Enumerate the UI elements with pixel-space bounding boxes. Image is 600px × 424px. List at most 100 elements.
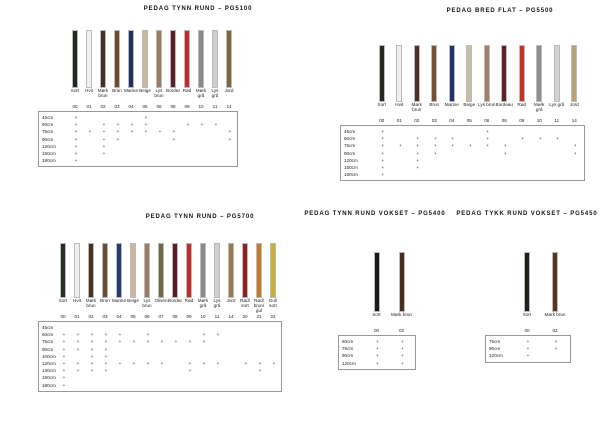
color-codes: 00 01 02 03 04 05 06 08 09 10 11 14 [38, 104, 238, 109]
availability-mark: + [76, 332, 80, 338]
swatch [553, 45, 560, 102]
empty-cell [225, 353, 239, 360]
availability-mark: + [433, 136, 437, 142]
color-code: 09 [186, 314, 192, 319]
empty-cell [532, 157, 550, 164]
empty-cell [239, 346, 253, 353]
color-codes: 00 01 02 03 04 05 06 08 09 10 11 14 [340, 118, 585, 123]
swatch [102, 243, 108, 298]
empty-cell [253, 382, 267, 389]
empty-cell [225, 324, 239, 331]
empty-cell [127, 331, 141, 338]
empty-cell [139, 150, 153, 157]
empty-cell [209, 157, 223, 164]
empty-cell [392, 157, 410, 164]
empty-cell [181, 150, 195, 157]
empty-cell [497, 171, 515, 178]
empty-cell [169, 324, 183, 331]
color-code: 04 [128, 104, 134, 109]
swatch-row [340, 45, 585, 102]
swatch-cell [82, 30, 96, 88]
empty-cell [253, 353, 267, 360]
empty-cell [239, 382, 253, 389]
empty-cell [225, 367, 239, 374]
availability-mark: + [376, 346, 379, 352]
availability-mark: + [104, 346, 108, 352]
color-names: Sort Hvit Mørk brun Brun Marine Beige Lys brun… [38, 298, 282, 313]
empty-cell [141, 374, 155, 381]
empty-cell [239, 324, 253, 331]
empty-cell [169, 360, 183, 367]
empty-cell [153, 114, 167, 121]
empty-cell [155, 382, 169, 389]
empty-cell [111, 143, 125, 150]
empty-cell [181, 128, 195, 135]
spacer [38, 88, 68, 103]
swatch [144, 243, 150, 298]
availability-mark: + [74, 143, 78, 149]
availability-mark: + [62, 375, 66, 381]
availability-mark: + [62, 332, 66, 338]
color-name: Lys grå [549, 102, 565, 107]
empty-cell [239, 353, 253, 360]
color-name: Sort [58, 298, 68, 303]
availability-mark: + [376, 339, 379, 344]
color-code: 10 [198, 104, 204, 109]
empty-cell [267, 367, 281, 374]
color-code: 14 [226, 104, 232, 109]
empty-cell [542, 352, 570, 359]
availability-mark: + [104, 332, 108, 338]
swatch [242, 243, 248, 298]
empty-cell [479, 164, 497, 171]
availability-mark: + [381, 143, 385, 149]
size-label: 75cm [42, 129, 54, 135]
size-row: 150cm + + [39, 150, 237, 157]
color-name: Jord [226, 298, 236, 303]
empty-cell [532, 171, 550, 178]
empty-cell [97, 114, 111, 121]
color-name: Brun [429, 102, 440, 107]
empty-cell [444, 157, 462, 164]
empty-cell [209, 150, 223, 157]
size-row: 120cm + + + + + + + + + + + + + + [39, 360, 281, 367]
swatch [86, 30, 92, 88]
empty-cell [139, 143, 153, 150]
empty-cell [113, 353, 127, 360]
empty-cell [113, 346, 127, 353]
empty-cell [532, 128, 550, 135]
color-name: Bordeaux [495, 102, 514, 107]
color-name: Lys brun [478, 102, 496, 107]
swatch-cell [266, 243, 280, 298]
color-code: 05 [142, 104, 148, 109]
swatch-cell [238, 243, 252, 298]
swatch-cell [478, 45, 496, 102]
swatch [198, 30, 204, 88]
color-codes: 00 02 [338, 328, 416, 333]
empty-cell [514, 171, 532, 178]
availability-mark: + [216, 360, 220, 366]
empty-cell [125, 143, 139, 150]
swatch [536, 45, 543, 102]
availability-mark: + [104, 368, 108, 374]
empty-cell [211, 367, 225, 374]
color-name: Sort [522, 312, 532, 317]
availability-mark: + [90, 332, 94, 338]
empty-cell [209, 114, 223, 121]
availability-mark: + [74, 150, 78, 156]
empty-cell [549, 150, 567, 157]
empty-cell [169, 367, 183, 374]
swatch-cell [138, 30, 152, 88]
empty-cell [225, 382, 239, 389]
empty-cell [169, 374, 183, 381]
swatch [448, 45, 455, 102]
swatch [483, 45, 490, 102]
color-name: Jord [224, 88, 234, 93]
size-label: 45cm [42, 325, 54, 330]
availability-mark: + [160, 360, 164, 366]
empty-cell [479, 157, 497, 164]
availability-mark: + [401, 339, 404, 344]
swatch-cell [426, 45, 444, 102]
availability-mark: + [172, 129, 176, 135]
size-row: 90cm + + + + + [39, 136, 237, 143]
empty-cell [444, 128, 462, 135]
